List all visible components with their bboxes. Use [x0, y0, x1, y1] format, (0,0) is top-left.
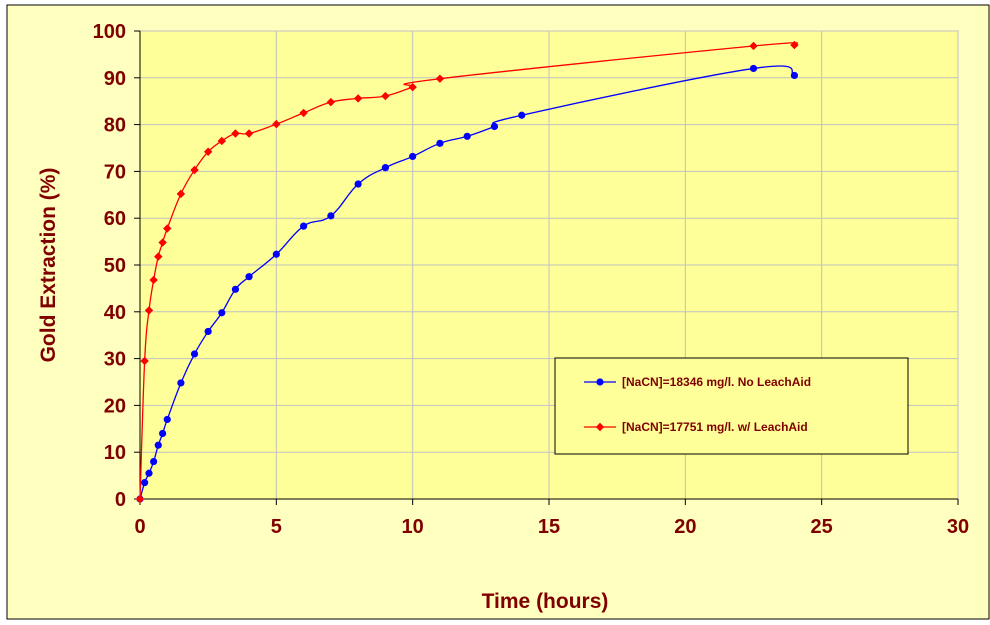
data-point-0	[749, 64, 758, 73]
data-point-1	[272, 119, 281, 129]
data-point-1	[154, 252, 163, 261]
y-axis-title: Gold Extraction (%)	[37, 168, 60, 363]
data-point-0	[381, 164, 389, 172]
x-tick-label: 30	[947, 516, 969, 538]
data-point-1	[435, 74, 445, 83]
data-point-0	[409, 152, 417, 161]
data-point-0	[490, 122, 499, 131]
y-tick-label: 70	[104, 161, 126, 183]
data-point-1	[158, 238, 167, 247]
legend: [NaCN]=18346 mg/l. No LeachAid [NaCN]=177…	[554, 357, 909, 455]
data-point-0	[231, 285, 240, 293]
data-point-0	[245, 273, 253, 281]
y-tick-label: 20	[104, 395, 126, 417]
data-point-1	[353, 94, 363, 103]
data-point-0	[190, 350, 199, 358]
x-tick-label: 5	[271, 516, 282, 538]
x-tick-label: 25	[811, 516, 833, 538]
data-point-1	[176, 189, 186, 199]
y-tick-label: 80	[104, 115, 126, 137]
legend-label: [NaCN]=18346 mg/l. No LeachAid	[622, 375, 811, 389]
legend-swatch-marker	[595, 422, 605, 432]
y-tick-label: 40	[104, 302, 126, 324]
x-axis-title: Time (hours)	[482, 590, 609, 613]
data-point-1	[790, 40, 799, 50]
data-point-1	[217, 136, 226, 146]
data-point-0	[218, 309, 226, 317]
data-point-1	[326, 97, 336, 107]
data-point-0	[163, 415, 171, 424]
data-point-0	[327, 212, 335, 220]
y-tick-label: 10	[104, 442, 126, 464]
data-point-0	[300, 222, 308, 230]
legend-swatch-marker	[596, 378, 604, 386]
data-point-1	[149, 275, 158, 285]
data-point-0	[177, 379, 185, 387]
y-tick-label: 100	[93, 21, 126, 43]
legend-box	[554, 357, 909, 455]
x-tick-label: 20	[674, 516, 696, 538]
legend-label: [NaCN]=17751 mg/l. w/ LeachAid	[622, 420, 808, 434]
data-point-0	[518, 111, 526, 119]
data-point-1	[190, 165, 199, 175]
legend-entries: [NaCN]=18346 mg/l. No LeachAid [NaCN]=177…	[584, 375, 811, 434]
data-point-1	[244, 129, 254, 138]
data-point-0	[354, 180, 362, 188]
data-point-1	[140, 356, 149, 366]
data-point-0	[204, 327, 212, 336]
data-point-1	[203, 147, 213, 156]
data-point-0	[154, 441, 162, 449]
x-tick-label: 15	[538, 516, 560, 538]
data-point-0	[463, 132, 471, 140]
x-tick-label: 0	[134, 516, 145, 538]
x-tick-label: 10	[402, 516, 424, 538]
data-point-0	[159, 429, 167, 438]
tick-labels: 0 10 20 30 40 50 60 70 80 90 100 0 5 10 15 20 25 30	[93, 21, 970, 538]
data-point-0	[790, 71, 799, 80]
data-point-1	[231, 129, 240, 138]
y-tick-label: 90	[104, 68, 126, 90]
y-tick-label: 50	[104, 255, 126, 277]
data-point-1	[144, 306, 154, 315]
data-point-1	[163, 224, 172, 233]
series-lines	[135, 40, 799, 504]
data-point-0	[150, 457, 158, 466]
data-point-0	[141, 479, 149, 487]
y-tick-label: 30	[104, 349, 126, 371]
data-point-1	[135, 494, 145, 504]
data-point-1	[381, 91, 390, 101]
data-point-1	[749, 41, 758, 51]
data-point-0	[145, 469, 153, 477]
data-point-1	[408, 82, 417, 92]
data-point-0	[436, 139, 444, 147]
y-tick-label: 60	[104, 208, 126, 230]
y-tick-label: 0	[115, 489, 126, 511]
data-point-1	[299, 108, 308, 118]
data-point-0	[272, 250, 280, 258]
